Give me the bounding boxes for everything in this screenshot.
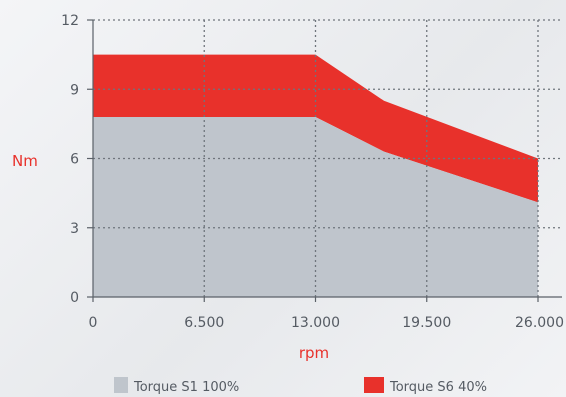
y-tick-label-4: 12	[61, 13, 79, 29]
axis-layer	[87, 19, 562, 302]
x-tick-label-1: 6.500	[184, 315, 224, 331]
grid-layer	[93, 19, 562, 297]
legend-swatch-0	[114, 377, 128, 393]
x-axis-label: rpm	[299, 344, 329, 362]
x-tick-label-4: 26.000	[515, 315, 564, 331]
x-tick-label-3: 19.500	[402, 315, 451, 331]
y-axis-label: Nm	[12, 152, 38, 170]
legend: Torque S1 100% Torque S6 40%	[114, 377, 487, 395]
legend-swatch-1	[364, 377, 384, 393]
y-tick-label-1: 3	[70, 221, 79, 237]
legend-label-1: Torque S6 40%	[389, 380, 487, 395]
x-tick-label-0: 0	[89, 315, 98, 331]
y-tick-labels: 0 3 6 9 12	[61, 13, 79, 306]
y-tick-label-0: 0	[70, 290, 79, 306]
x-tick-label-2: 13.000	[291, 315, 340, 331]
x-tick-labels: 0 6.500 13.000 19.500 26.000	[89, 315, 564, 331]
y-tick-label-3: 9	[70, 82, 79, 98]
legend-label-0: Torque S1 100%	[133, 380, 239, 395]
y-tick-label-2: 6	[70, 152, 79, 168]
